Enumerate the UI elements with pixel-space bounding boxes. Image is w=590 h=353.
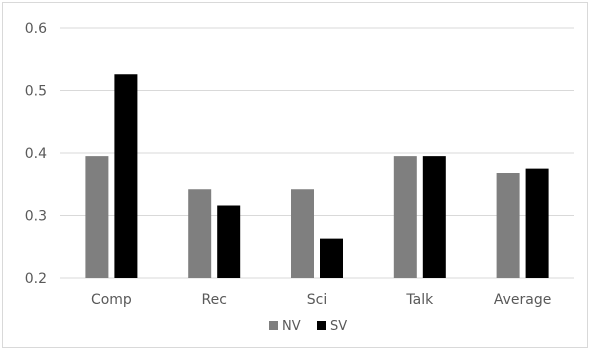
bar-nv-comp xyxy=(85,156,109,278)
gridlines xyxy=(60,27,574,279)
x-axis-tick-labels: Comp Rec Sci Talk Average xyxy=(91,292,551,308)
bars xyxy=(85,74,549,278)
y-tick-label: 0.6 xyxy=(25,21,47,37)
bar-nv-talk xyxy=(393,156,417,278)
y-tick-label: 0.3 xyxy=(25,209,47,225)
x-tick-label: Rec xyxy=(201,292,226,308)
chart-frame: 0.2 0.3 0.4 0.5 0.6 Comp Rec Sci Talk Average NV… xyxy=(2,2,588,348)
y-tick-label: 0.4 xyxy=(25,146,47,162)
legend-swatch-nv xyxy=(269,321,278,330)
y-axis-tick-labels: 0.2 0.3 0.4 0.5 0.6 xyxy=(25,21,47,287)
bar-sv-sci xyxy=(320,238,343,278)
x-tick-label: Average xyxy=(494,292,552,308)
bar-nv-sci xyxy=(291,189,314,278)
y-tick-label: 0.5 xyxy=(25,84,47,100)
bar-nv-average xyxy=(496,173,520,278)
legend-label-nv: NV xyxy=(282,319,301,334)
y-tick-label: 0.2 xyxy=(25,271,47,287)
bar-chart: 0.2 0.3 0.4 0.5 0.6 Comp Rec Sci Talk Average NV… xyxy=(25,21,574,334)
legend-swatch-sv xyxy=(317,321,326,330)
x-tick-label: Sci xyxy=(307,292,327,308)
bar-nv-rec xyxy=(188,189,212,278)
legend: NV SV xyxy=(269,319,347,334)
x-tick-label: Comp xyxy=(91,292,132,308)
x-tick-label: Talk xyxy=(405,292,434,308)
bar-sv-talk xyxy=(422,156,446,278)
bar-sv-comp xyxy=(114,74,138,278)
legend-label-sv: SV xyxy=(330,319,347,334)
bar-sv-rec xyxy=(217,205,241,278)
bar-sv-average xyxy=(525,168,549,278)
